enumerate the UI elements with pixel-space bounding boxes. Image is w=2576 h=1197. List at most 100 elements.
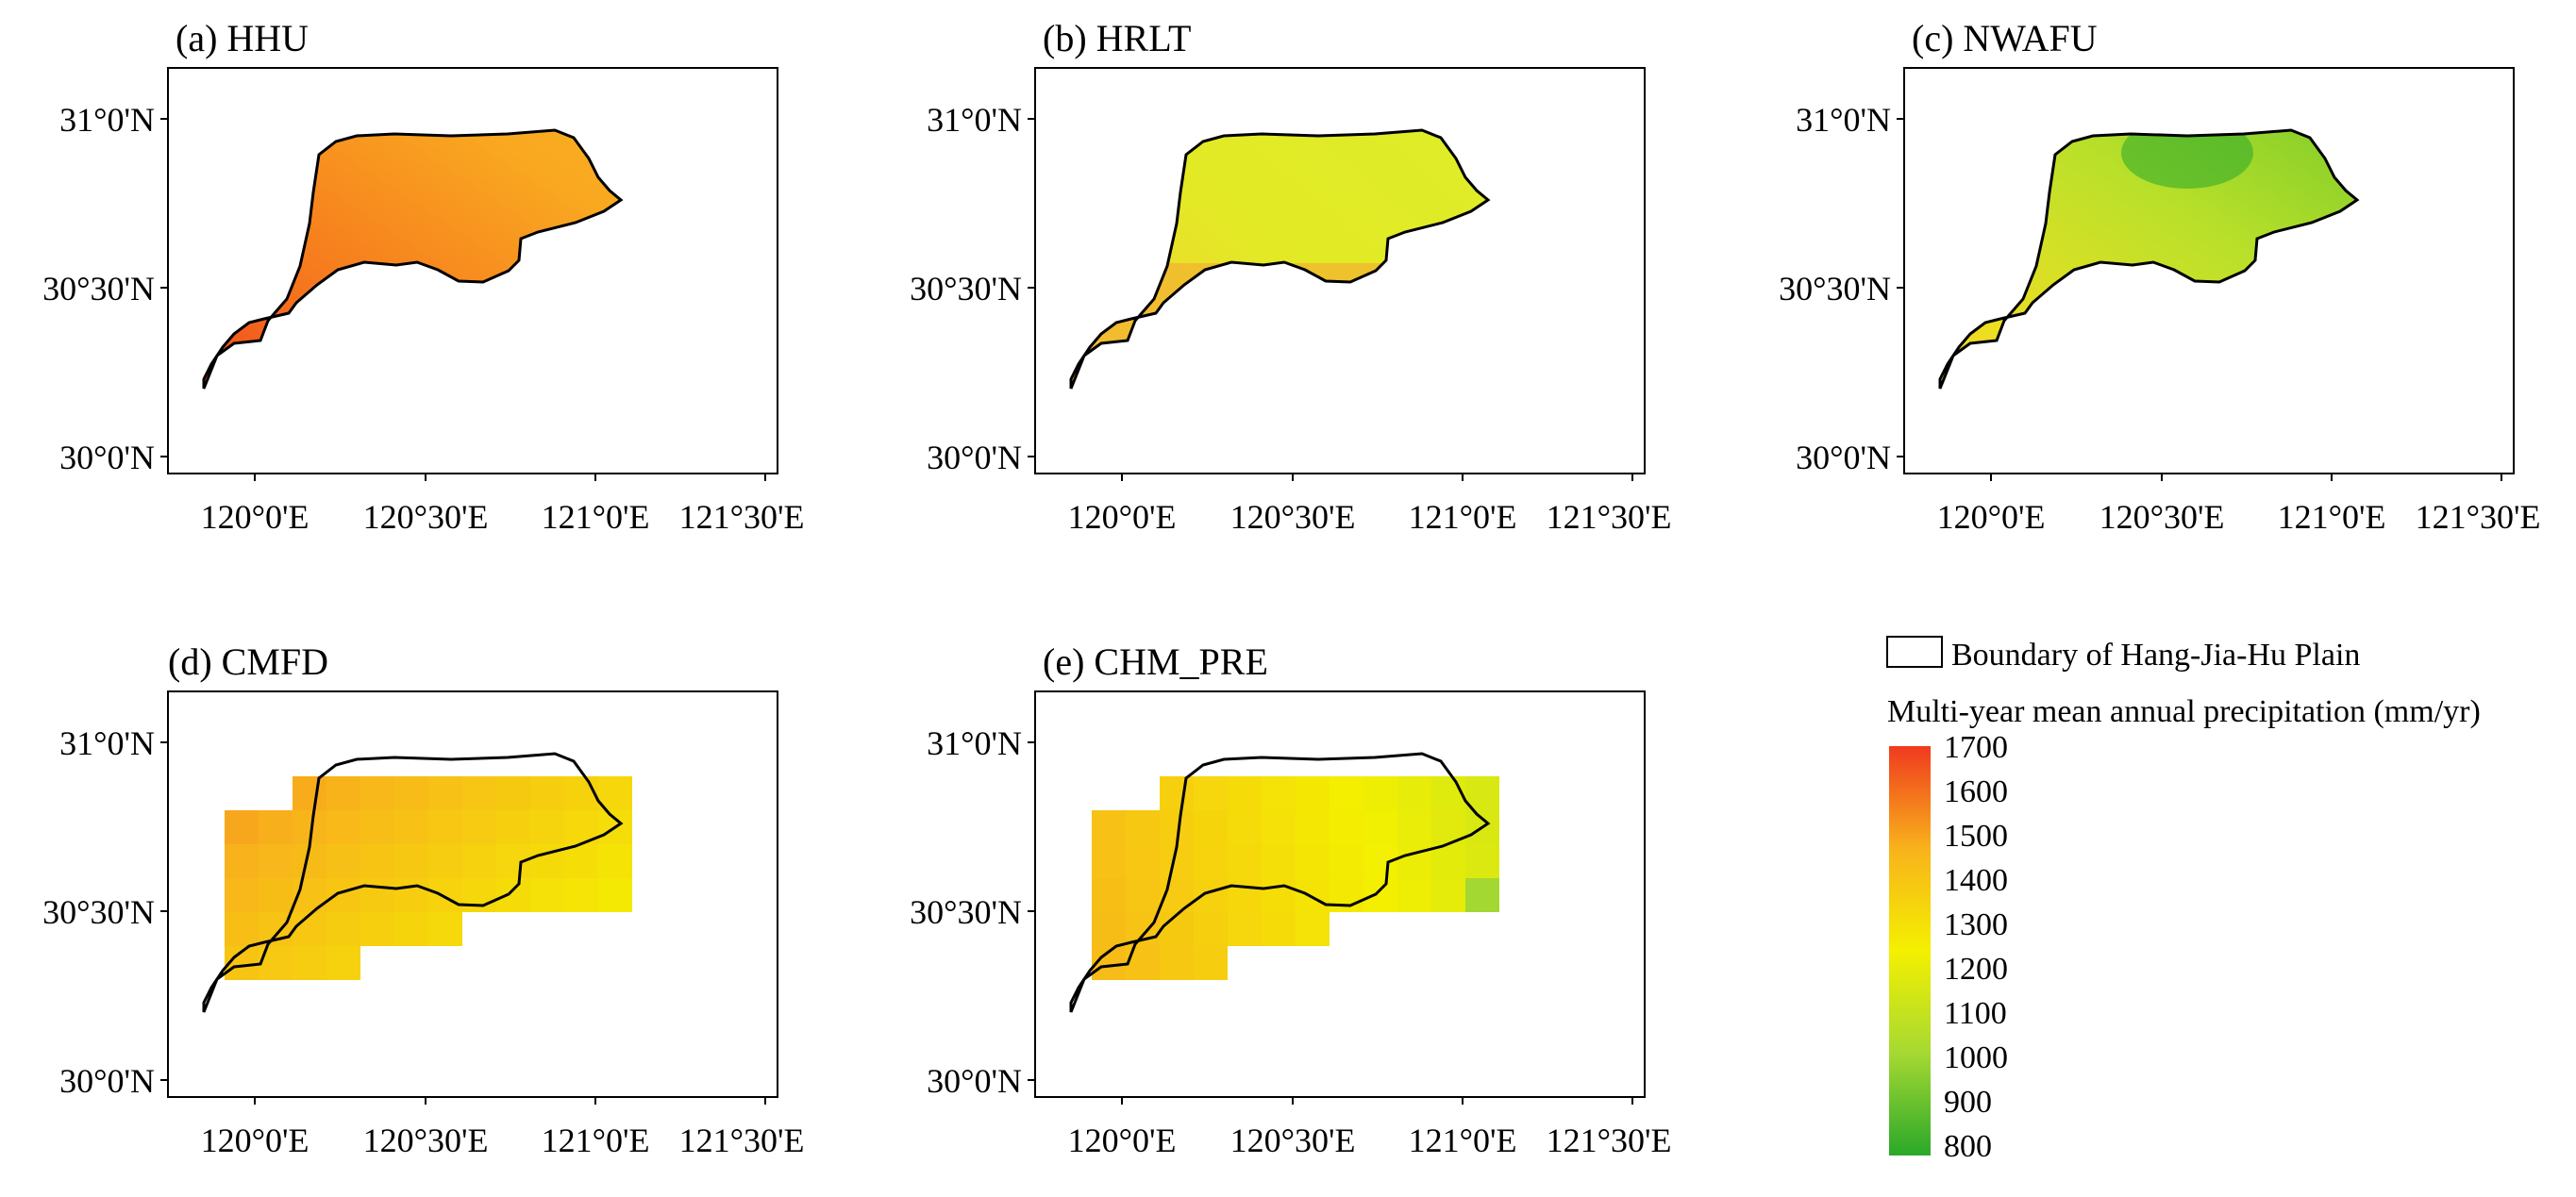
grid-cell — [1397, 810, 1431, 844]
colorbar-tick-label: 1300 — [1944, 907, 2008, 942]
lon-tick-label: 120°30'E — [1230, 498, 1356, 536]
grid-cell — [1126, 844, 1160, 878]
grid-cell — [1092, 844, 1126, 878]
grid-cell — [428, 844, 462, 878]
precip-grid — [1092, 776, 1499, 980]
grid-cell — [496, 878, 530, 912]
grid-cell — [1330, 776, 1363, 810]
lon-tick-label: 121°0'E — [2278, 498, 2386, 536]
grid-cell — [1363, 776, 1397, 810]
grid-cell — [1194, 912, 1228, 946]
grid-cell — [1363, 878, 1397, 912]
grid-cell — [1194, 776, 1228, 810]
grid-cell — [225, 810, 259, 844]
lat-tick-label: 30°0'N — [927, 439, 1022, 476]
grid-cell — [1397, 878, 1431, 912]
lon-tick-label: 120°30'E — [363, 498, 489, 536]
lon-tick-label: 121°30'E — [1547, 1122, 1672, 1159]
grid-cell — [326, 810, 360, 844]
grid-cell — [428, 878, 462, 912]
grid-cell — [1228, 878, 1262, 912]
legend: Boundary of Hang-Jia-Hu Plain Multi-year… — [1886, 636, 2481, 1164]
map-content — [202, 128, 624, 390]
grid-cell — [259, 844, 293, 878]
lon-tick-label: 120°0'E — [201, 498, 309, 536]
grid-cell — [462, 878, 496, 912]
lon-tick-label: 120°30'E — [2099, 498, 2225, 536]
lon-tick-label: 121°30'E — [679, 498, 805, 536]
colorbar-title: Multi-year mean annual precipitation (mm… — [1887, 694, 2481, 729]
lon-tick-label: 120°30'E — [1230, 1122, 1356, 1159]
map-frame — [1034, 67, 1646, 474]
panel-e: (e) CHM_PRE 31°0'N 30°30'N 30°0'N 120°0'… — [910, 640, 1671, 1159]
grid-cell — [259, 878, 293, 912]
precip-field — [204, 130, 621, 389]
colorbar-tick-label: 900 — [1944, 1085, 1992, 1120]
panel-title: (c) NWAFU — [1912, 17, 2098, 59]
map-content — [1938, 128, 2360, 390]
lat-axis: 31°0'N 30°30'N 30°0'N — [910, 101, 1035, 476]
lon-tick-label: 121°0'E — [1409, 498, 1517, 536]
grid-cell — [496, 776, 530, 810]
lat-tick-label: 31°0'N — [59, 101, 155, 139]
grid-cell — [394, 878, 428, 912]
grid-cell — [1194, 810, 1228, 844]
grid-cell — [564, 776, 598, 810]
lat-tick-label: 30°30'N — [910, 893, 1022, 931]
grid-cell — [394, 844, 428, 878]
map-content — [202, 752, 632, 1013]
lat-tick-label: 31°0'N — [1796, 101, 1891, 139]
grid-cell — [530, 776, 564, 810]
lon-tick-label: 121°0'E — [542, 498, 650, 536]
lat-axis: 31°0'N 30°30'N 30°0'N — [42, 101, 168, 476]
precip-field — [1071, 130, 1488, 389]
grid-cell — [1228, 912, 1262, 946]
lat-tick-label: 31°0'N — [59, 724, 155, 762]
grid-cell — [1330, 810, 1363, 844]
grid-cell — [225, 844, 259, 878]
plain-boundary — [1069, 128, 1491, 390]
grid-cell — [428, 810, 462, 844]
colorbar-tick-label: 1000 — [1944, 1040, 2008, 1075]
panel-title: (b) HRLT — [1043, 17, 1191, 59]
plain-boundary — [202, 752, 624, 1013]
grid-cell — [1262, 878, 1296, 912]
lat-tick-label: 30°0'N — [1796, 439, 1891, 476]
grid-cell — [1126, 810, 1160, 844]
grid-cell — [394, 912, 428, 946]
lat-tick-label: 30°0'N — [927, 1062, 1022, 1100]
lon-tick-label: 121°30'E — [679, 1122, 805, 1159]
grid-cell — [1465, 776, 1499, 810]
grid-cell — [598, 878, 632, 912]
grid-cell — [1431, 844, 1465, 878]
plain-boundary — [202, 128, 624, 390]
grid-cell — [1228, 844, 1262, 878]
lat-tick-label: 30°30'N — [1779, 270, 1891, 308]
colorbar-ticks: 1700 1600 1500 1400 1300 1200 1100 1000 … — [1944, 730, 2008, 1164]
grid-cell — [326, 878, 360, 912]
grid-cell — [1465, 878, 1499, 912]
grid-cell — [1296, 776, 1330, 810]
lat-tick-label: 30°0'N — [59, 439, 155, 476]
map-content — [1069, 752, 1499, 1013]
grid-cell — [1296, 912, 1330, 946]
colorbar-tick-label: 1700 — [1944, 730, 2008, 765]
grid-cell — [225, 878, 259, 912]
lon-tick-label: 121°30'E — [2416, 498, 2541, 536]
lon-tick-label: 121°30'E — [1547, 498, 1672, 536]
colorbar-tick-label: 800 — [1944, 1129, 1992, 1164]
grid-cell — [1330, 844, 1363, 878]
colorbar — [1889, 746, 1931, 1155]
grid-cell — [428, 776, 462, 810]
lon-tick-label: 120°0'E — [1068, 498, 1177, 536]
grid-cell — [564, 844, 598, 878]
grid-cell — [293, 946, 326, 980]
grid-cell — [1092, 912, 1126, 946]
grid-cell — [1092, 810, 1126, 844]
grid-cell — [496, 810, 530, 844]
precip-grid — [225, 776, 632, 980]
grid-cell — [1363, 810, 1397, 844]
grid-cell — [462, 844, 496, 878]
grid-cell — [530, 878, 564, 912]
